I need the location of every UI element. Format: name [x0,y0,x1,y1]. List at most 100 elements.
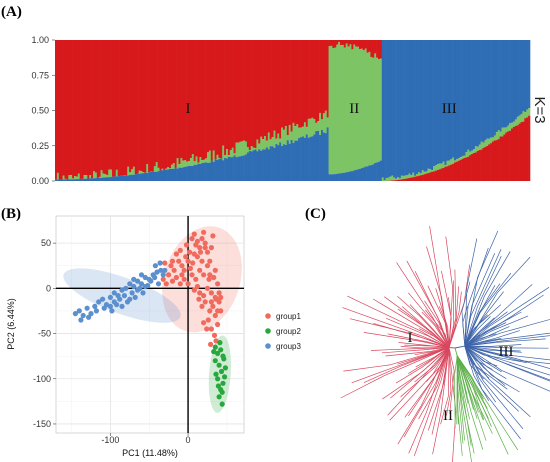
admixture-bar-segment [243,40,246,141]
admixture-bar-segment [300,137,303,181]
pca-point [204,249,211,255]
admixture-bar-segment [245,40,248,142]
admixture-bar-segment [303,40,307,123]
tree-branch [464,345,550,392]
pca-point [212,344,218,350]
admixture-bar-segment [524,112,527,119]
tree-branch [464,345,493,370]
admixture-bar-segment [127,40,130,167]
admixture-bar-segment [398,179,402,181]
pca-point [117,296,123,302]
admixture-bar-segment [509,40,512,123]
admixture-bar-segment [161,170,164,181]
pca-point [218,368,225,375]
admixture-bar-segment [423,174,426,181]
tree-branch [418,328,450,348]
admixture-bar-segment [315,131,318,181]
admixture-bar-segment [186,40,189,162]
pca-point [183,242,190,248]
tree-branch [414,347,450,383]
admixture-bar-segment [176,158,179,169]
admixture-bar-segment [336,40,339,45]
admixture-bar-segment [518,115,521,124]
admixture-bar-segment [172,163,175,169]
tree-branch [370,347,450,351]
admixture-bar-segment [165,168,168,170]
admixture-bar-segment [64,179,67,181]
tree-branch [464,345,520,393]
tree-branch [464,332,550,347]
tree-branch [381,347,450,354]
admixture-bar-segment [216,160,219,181]
admixture-bar-segment [250,151,253,181]
admixture-bar-segment [216,154,219,160]
admixture-bar-segment [440,168,443,181]
pca-point [84,305,90,311]
admixture-bar-segment [490,143,493,181]
admixture-bar-segment [402,179,405,181]
pca-point [189,272,195,278]
admixture-bar-segment [89,175,92,179]
admixture-bar-segment [269,146,272,181]
admixture-bar-segment [397,40,400,178]
admixture-bar-segment [332,47,335,175]
admixture-bar-segment [113,40,117,177]
admixture-bar-segment [188,165,191,181]
legend-label: group1 [276,312,301,321]
admixture-bar-segment [77,40,80,174]
pca-point [189,236,195,242]
admixture-bar-segment [267,149,270,181]
admixture-bar-segment [115,169,118,177]
admixture-bar-segment [226,158,229,181]
admixture-bar-segment [345,40,348,44]
admixture-bar-segment [307,118,310,138]
admixture-bar-segment [77,179,80,181]
admixture-bar-segment [222,160,225,181]
admixture-bar-segment [294,126,297,141]
pca-point [179,263,185,269]
admixture-bar-segment [328,174,331,181]
admixture-bar-segment [227,40,231,156]
admixture-bar-segment [444,164,447,167]
admixture-bar-segment [125,175,128,181]
admixture-bar-segment [140,171,143,174]
pca-point [142,283,148,290]
admixture-bar-segment [486,138,489,146]
admixture-bar-segment [448,40,451,161]
admixture-bar-segment [378,40,381,60]
admixture-bar-segment [174,167,177,181]
pca-point [194,283,200,290]
tree-branch [464,345,522,353]
admixture-bar-segment [75,176,79,180]
admixture-bar-segment [81,178,84,181]
tree-branch [464,345,524,430]
admixture-y-tick-label: 1.00 [31,35,49,45]
pca-point [212,358,218,364]
pca-point [187,265,193,271]
admixture-bar-segment [311,136,314,181]
admixture-bar-segment [106,177,109,181]
pca-point [157,260,163,266]
admixture-bar-segment [347,40,350,47]
pca-point [218,294,224,300]
admixture-bar-segment [186,161,189,167]
pca-point [135,278,141,284]
tree-branch [384,296,450,348]
admixture-bar-segment [138,170,141,174]
admixture-bar-segment [191,166,194,181]
admixture-bar-segment [484,146,487,181]
admixture-bar-segment [514,119,517,126]
admixture-bar-segment [478,144,481,151]
admixture-bar-segment [417,172,421,176]
tree-branch [441,270,452,348]
admixture-bar-segment [512,121,516,127]
pca-plot-area [55,215,245,434]
admixture-bar-segment [288,40,291,125]
tree-branch [386,317,450,348]
pca-point [219,401,225,407]
admixture-bar-segment [271,146,274,181]
admixture-bar-segment [440,163,443,169]
admixture-bar-segment [419,173,422,176]
admixture-bar-segment [366,40,369,53]
